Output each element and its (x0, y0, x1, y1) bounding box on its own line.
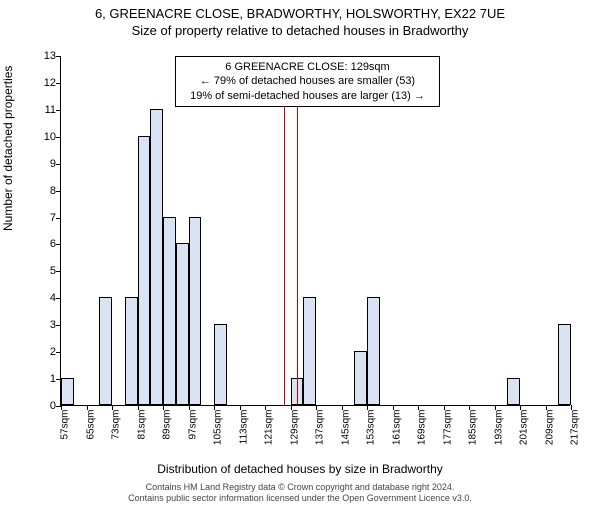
x-tick-label: 209sqm (544, 410, 555, 446)
footer-attribution: Contains HM Land Registry data © Crown c… (0, 482, 600, 504)
x-axis-label: Distribution of detached houses by size … (0, 462, 600, 476)
x-tick-label: 57sqm (60, 410, 71, 440)
y-tick: 1 (31, 373, 56, 385)
x-tick-label: 201sqm (519, 410, 530, 446)
x-tick-label: 169sqm (417, 410, 428, 446)
marker-line (297, 56, 298, 405)
x-tick-label: 185sqm (468, 410, 479, 446)
y-tick: 3 (31, 319, 56, 331)
y-tick: 13 (31, 50, 56, 62)
footer-line-1: Contains HM Land Registry data © Crown c… (0, 482, 600, 493)
x-tick-label: 161sqm (391, 410, 402, 446)
chart-title: 6, GREENACRE CLOSE, BRADWORTHY, HOLSWORT… (0, 6, 600, 21)
y-axis-label: Number of detached properties (1, 66, 15, 231)
histogram-bar (507, 378, 520, 405)
x-tick-label: 129sqm (289, 410, 300, 446)
x-tick-label: 137sqm (315, 410, 326, 446)
x-tick-label: 113sqm (238, 410, 249, 445)
y-tick: 8 (31, 185, 56, 197)
x-tick-label: 145sqm (340, 410, 351, 446)
histogram-bar (138, 136, 151, 405)
y-tick: 0 (31, 400, 56, 412)
y-tick: 5 (31, 265, 56, 277)
x-tick-label: 73sqm (111, 410, 122, 440)
plot-area: 01234567891011121357sqm65sqm73sqm81sqm89… (60, 56, 570, 406)
chart-subtitle: Size of property relative to detached ho… (0, 23, 600, 38)
y-tick: 4 (31, 292, 56, 304)
x-tick-label: 65sqm (85, 410, 96, 440)
annotation-line-1: 6 GREENACRE CLOSE: 129sqm (182, 60, 433, 74)
histogram-bar (163, 217, 176, 405)
y-tick: 2 (31, 346, 56, 358)
x-tick-label: 153sqm (366, 410, 377, 446)
y-tick: 11 (31, 104, 56, 116)
histogram-bar (61, 378, 74, 405)
histogram-bar (99, 297, 112, 405)
x-tick-label: 105sqm (213, 410, 224, 446)
y-tick: 10 (31, 131, 56, 143)
annotation-line-2: ← 79% of detached houses are smaller (53… (182, 74, 433, 88)
x-tick-label: 193sqm (493, 410, 504, 446)
histogram-bar (354, 351, 367, 405)
x-tick-label: 81sqm (136, 410, 147, 440)
marker-line (284, 56, 285, 405)
y-tick: 9 (31, 158, 56, 170)
y-tick: 7 (31, 212, 56, 224)
histogram-bar (150, 109, 163, 405)
x-tick-label: 217sqm (570, 410, 581, 446)
annotation-line-3: 19% of semi-detached houses are larger (… (182, 89, 433, 103)
histogram-bar (189, 217, 202, 405)
footer-line-2: Contains public sector information licen… (0, 493, 600, 504)
chart-container: 6, GREENACRE CLOSE, BRADWORTHY, HOLSWORT… (0, 6, 600, 506)
annotation-box: 6 GREENACRE CLOSE: 129sqm ← 79% of detac… (175, 56, 440, 107)
histogram-bar (558, 324, 571, 405)
y-tick: 6 (31, 238, 56, 250)
histogram-bar (125, 297, 138, 405)
histogram-bar (367, 297, 380, 405)
y-tick: 12 (31, 77, 56, 89)
histogram-bar (303, 297, 316, 405)
x-tick-label: 97sqm (187, 410, 198, 440)
x-tick-label: 121sqm (264, 410, 275, 446)
x-tick-label: 177sqm (442, 410, 453, 446)
histogram-bar (176, 243, 189, 405)
x-tick-label: 89sqm (162, 410, 173, 440)
histogram-bar (214, 324, 227, 405)
